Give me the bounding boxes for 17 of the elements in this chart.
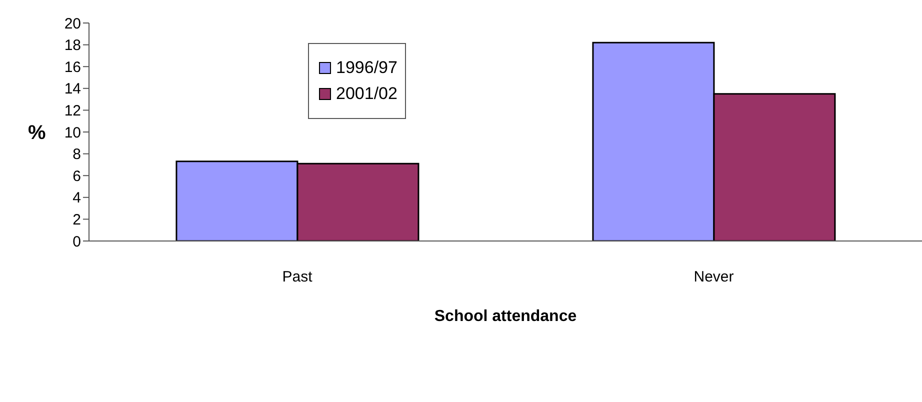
y-axis-title: % [28, 122, 46, 144]
x-axis-title: School attendance [434, 308, 577, 325]
y-tick-label: 14 [64, 80, 81, 98]
legend-label: 2001/02 [336, 84, 398, 104]
y-tick-label: 0 [72, 233, 81, 250]
y-tick-label: 4 [72, 190, 81, 207]
x-tick-label: Past [282, 268, 314, 286]
y-tick-label: 10 [64, 124, 81, 142]
y-tick-label: 2 [72, 212, 81, 229]
y-tick-label: 20 [64, 15, 81, 32]
y-tick-label: 12 [64, 102, 81, 120]
y-tick-label: 6 [72, 168, 81, 185]
y-tick-label: 18 [64, 37, 81, 54]
y-tick-label: 8 [72, 146, 81, 164]
legend-label: 1996/97 [336, 58, 398, 78]
x-tick-label: Never [694, 268, 734, 286]
y-tick-label: 16 [64, 58, 81, 76]
